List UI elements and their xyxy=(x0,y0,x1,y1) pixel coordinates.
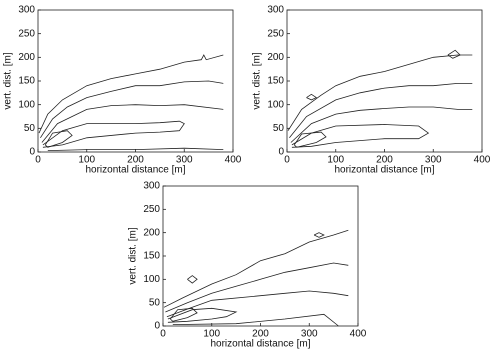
y-tick-label: 200 xyxy=(267,52,284,63)
x-axis-label: horizontal distance [m] xyxy=(334,165,434,176)
x-tick-label: 100 xyxy=(78,155,95,166)
x-tick-label: 400 xyxy=(350,329,367,340)
contour-line xyxy=(41,104,224,143)
y-tick-label: 250 xyxy=(267,28,284,39)
contour-line xyxy=(172,313,339,327)
contour-line xyxy=(289,83,473,139)
contour-line xyxy=(165,262,349,313)
contour-line xyxy=(167,307,238,323)
plot-frame xyxy=(162,185,359,327)
contour-line xyxy=(291,124,430,148)
contour-line xyxy=(287,54,473,131)
contour-line xyxy=(447,49,461,59)
y-tick-label: 150 xyxy=(18,76,35,87)
y-tick-label: 100 xyxy=(267,99,284,110)
y-tick-label: 200 xyxy=(18,52,35,63)
x-tick-label: 300 xyxy=(425,155,442,166)
x-tick-label: 300 xyxy=(176,155,193,166)
x-tick-label: 0 xyxy=(284,155,290,166)
y-tick-label: 100 xyxy=(143,274,160,285)
y-tick-label: 300 xyxy=(143,181,160,192)
y-tick-label: 0 xyxy=(278,147,284,158)
x-tick-label: 200 xyxy=(376,155,393,166)
y-tick-label: 250 xyxy=(18,28,35,39)
contour-line xyxy=(169,307,198,322)
contour-line xyxy=(293,131,327,148)
y-axis-label: vert. dist. [m] xyxy=(128,227,139,284)
contour-line xyxy=(44,130,73,148)
contour-line xyxy=(166,290,349,318)
y-tick-label: 0 xyxy=(154,321,160,332)
y-tick-label: 50 xyxy=(149,297,161,308)
contour-line xyxy=(47,147,224,151)
x-tick-label: 400 xyxy=(225,155,242,166)
contour-line xyxy=(42,120,185,148)
x-tick-label: 400 xyxy=(474,155,491,166)
contour-line xyxy=(40,80,224,139)
contour-line xyxy=(163,229,349,308)
y-tick-label: 300 xyxy=(267,5,284,16)
x-axis-label: horizontal distance [m] xyxy=(85,165,185,176)
x-tick-label: 200 xyxy=(252,329,269,340)
x-tick-label: 300 xyxy=(301,329,318,340)
x-tick-label: 100 xyxy=(203,329,220,340)
y-tick-label: 200 xyxy=(143,227,160,238)
x-tick-label: 0 xyxy=(35,155,41,166)
x-axis-label: horizontal distance [m] xyxy=(210,339,310,350)
y-tick-label: 250 xyxy=(143,204,160,215)
x-tick-label: 200 xyxy=(127,155,144,166)
y-tick-label: 150 xyxy=(267,76,284,87)
contour-line xyxy=(290,106,473,143)
y-tick-label: 150 xyxy=(143,251,160,262)
y-axis-label: vert. dist. [m] xyxy=(252,52,263,109)
contour-line xyxy=(313,232,325,238)
y-tick-label: 50 xyxy=(24,123,36,134)
y-axis-label: vert. dist. [m] xyxy=(3,52,14,109)
plot-frame xyxy=(286,9,483,153)
contour-line xyxy=(187,275,198,284)
y-tick-label: 100 xyxy=(18,99,35,110)
contour-line xyxy=(38,54,224,134)
x-tick-label: 0 xyxy=(160,329,166,340)
y-tick-label: 0 xyxy=(29,147,35,158)
y-tick-label: 300 xyxy=(18,5,35,16)
y-tick-label: 50 xyxy=(273,123,285,134)
contour-line xyxy=(306,93,318,101)
x-tick-label: 100 xyxy=(327,155,344,166)
